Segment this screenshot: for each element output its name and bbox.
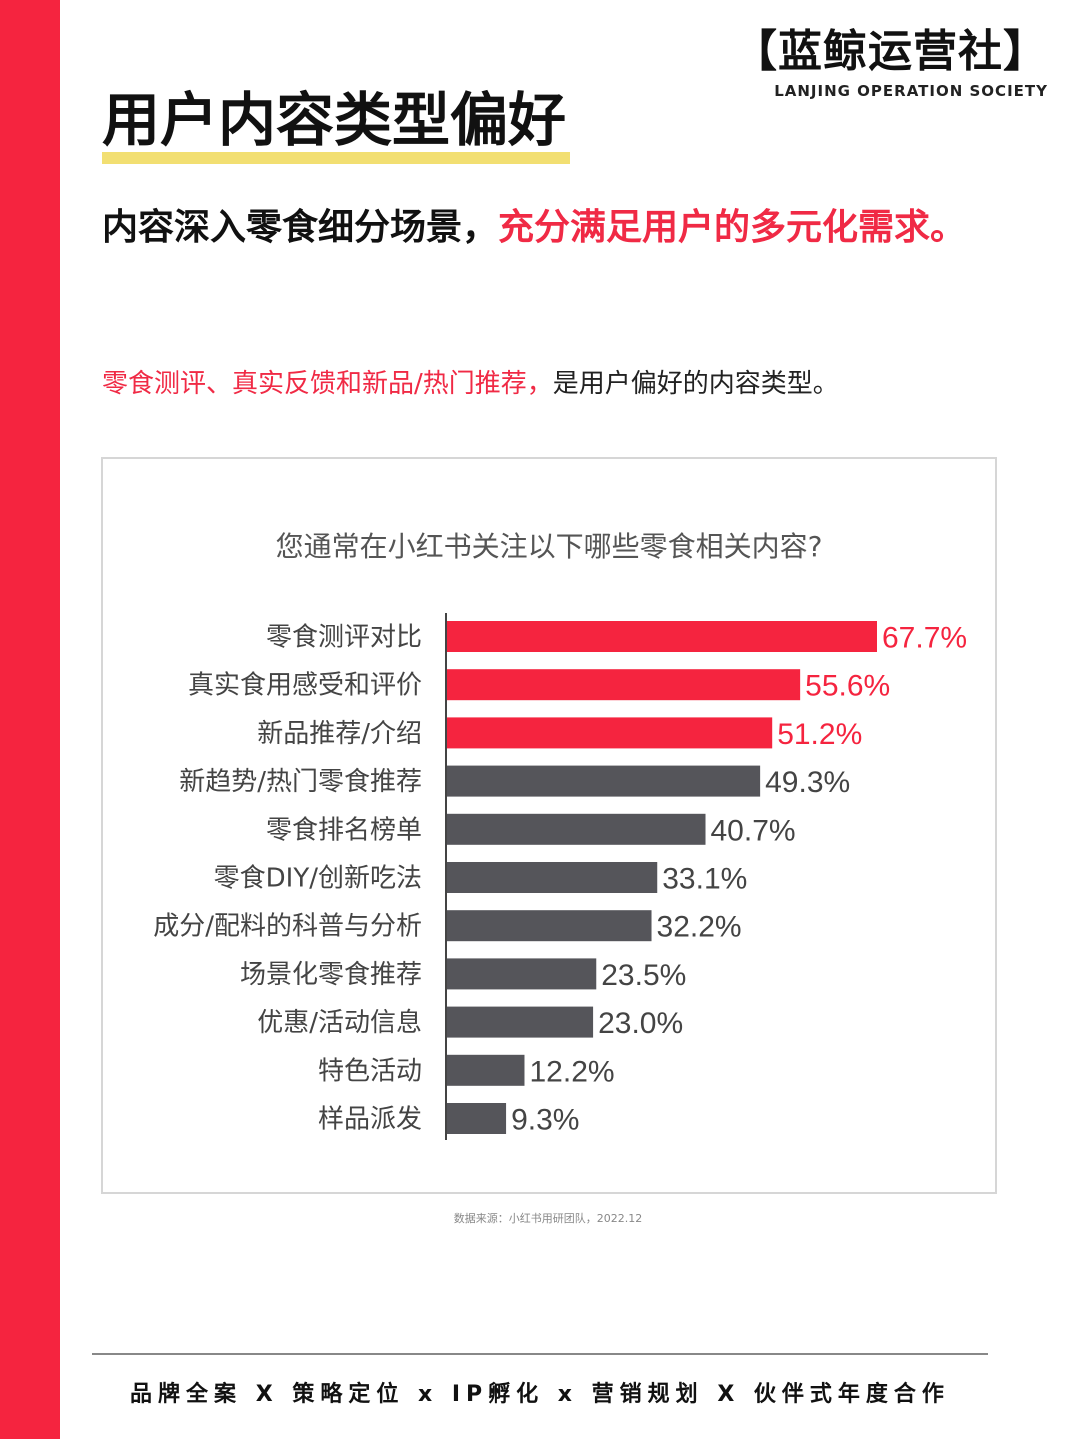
category-label: 场景化零食推荐 [240,960,422,990]
category-label: 成分/配料的科普与分析 [153,912,422,942]
title-block: 用户内容类型偏好 [102,80,570,164]
bar [447,813,706,845]
category-label: 真实食用感受和评价 [188,671,422,701]
title-underline [102,152,570,164]
bar [447,717,773,749]
category-label: 优惠/活动信息 [257,1008,422,1038]
footer-services: 品牌全案 X 策略定位 x IP孵化 x 营销规划 X 伙伴式年度合作 [130,1382,950,1407]
value-label: 33.1% [662,863,747,896]
category-label: 零食DIY/创新吃法 [214,864,422,894]
footer-divider [92,1353,988,1355]
value-label: 32.2% [657,911,742,944]
left-accent-stripe [0,0,60,1439]
category-label: 新品推荐/介绍 [257,719,422,749]
value-label: 55.6% [805,670,890,703]
category-label: 新趋势/热门零食推荐 [179,767,422,797]
bar [447,1006,594,1038]
category-label: 零食测评对比 [266,623,422,653]
chart-title: 您通常在小红书关注以下哪些零食相关内容? [275,530,823,563]
headline: 内容深入零食细分场景，充分满足用户的多元化需求。 [102,202,1022,254]
subheadline-black: 是用户偏好的内容类型。 [552,369,839,399]
bar [447,1103,507,1134]
category-label: 零食排名榜单 [266,815,422,845]
value-label: 51.2% [777,718,862,751]
brand-subtitle: LANJING OPERATION SOCIETY [774,82,1048,100]
data-source: 数据来源：小红书用研团队，2022.12 [453,1212,643,1225]
bar [447,910,652,942]
value-label: 23.5% [601,959,686,992]
brand-logo: 【蓝鲸运营社】 LANJING OPERATION SOCIETY [733,26,1048,100]
bar [447,669,801,701]
value-label: 23.0% [598,1007,683,1040]
subheadline-red: 零食测评、真实反馈和新品/热门推荐， [102,369,553,399]
value-label: 9.3% [511,1104,579,1137]
page-title: 用户内容类型偏好 [102,86,567,154]
subheadline: 零食测评、真实反馈和新品/热门推荐，是用户偏好的内容类型。 [102,364,839,404]
bar [447,1054,525,1086]
bar [447,958,597,990]
headline-red: 充分满足用户的多元化需求。 [498,207,967,248]
bar [447,765,761,797]
value-label: 40.7% [711,814,796,847]
value-label: 67.7% [882,622,967,655]
value-label: 12.2% [529,1055,614,1088]
category-label: 样品派发 [318,1105,422,1135]
brand-name: 【蓝鲸运营社】 [733,26,1048,77]
category-label: 特色活动 [318,1056,422,1086]
chart-panel: 您通常在小红书关注以下哪些零食相关内容? 零食测评对比 67.7% 真实食用感受和评… [101,457,997,1194]
value-label: 49.3% [765,766,850,799]
bar [447,621,877,652]
bar-chart: 零食测评对比 67.7% 真实食用感受和评价 55.6% 新品推荐/介绍 51.2% 新趋势… [153,613,967,1140]
headline-black: 内容深入零食细分场景， [102,207,499,248]
bar [447,862,658,893]
